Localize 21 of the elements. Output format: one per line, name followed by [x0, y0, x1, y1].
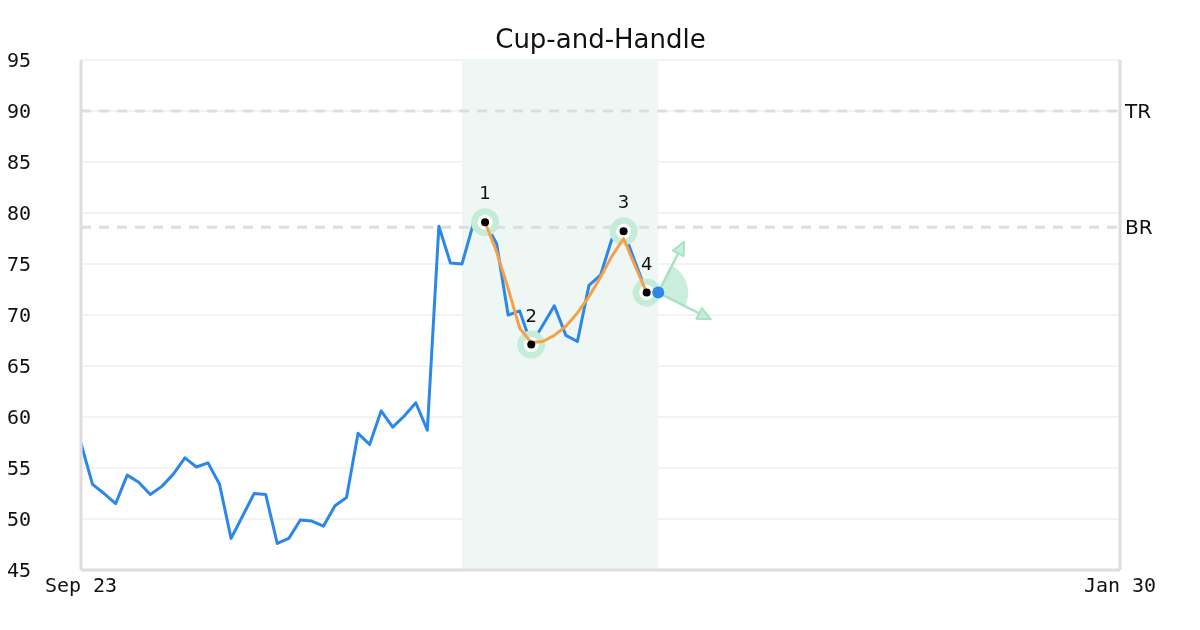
y-tick-label: 50 [6, 507, 31, 532]
y-tick-label: 95 [6, 48, 31, 73]
ref-line-label: BR [1125, 215, 1153, 240]
series-label: 4 [640, 252, 653, 274]
chart-title: Cup-and-Handle [494, 23, 707, 56]
x-tick-label: Sep 23 [44, 573, 118, 598]
y-tick-label: 85 [6, 150, 31, 175]
y-tick-label: 45 [6, 558, 31, 583]
y-tick-label: 75 [6, 252, 31, 277]
x-tick-label: Jan 30 [1083, 573, 1157, 598]
y-tick-label: 55 [6, 456, 31, 481]
series-label: 1 [479, 181, 491, 203]
series-label: 2 [525, 304, 537, 326]
series-label: 3 [617, 190, 630, 212]
y-tick-label: 65 [6, 354, 31, 379]
point [652, 286, 665, 299]
y-tick-label: 70 [6, 303, 31, 328]
y-tick-label: 80 [6, 201, 31, 226]
ref-line-label: TR [1124, 99, 1152, 123]
y-tick-label: 90 [6, 99, 31, 124]
y-tick-label: 60 [6, 405, 31, 430]
